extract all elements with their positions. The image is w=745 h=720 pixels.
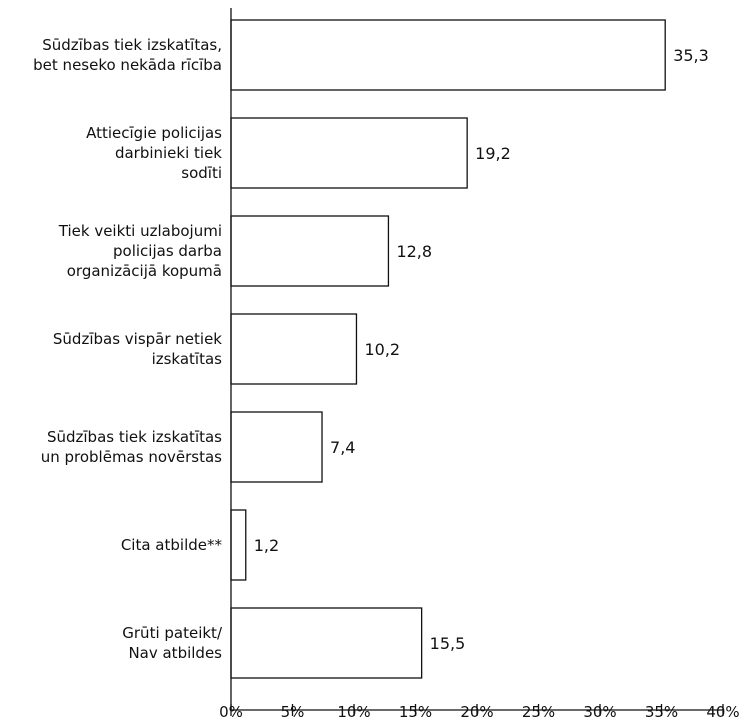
category-label-6: Cita atbilde**	[121, 536, 223, 554]
bar-2	[230, 117, 468, 189]
category-label-3: Tiek veikti uzlabojumi policijas darba org…	[58, 222, 222, 280]
category-labels: Sūdzības tiek izskatītas, bet neseko nekā…	[33, 36, 223, 662]
value-label-4: 10,2	[364, 340, 400, 359]
x-tick-label-10: 10%	[337, 703, 370, 720]
bars-group	[230, 19, 666, 679]
axes-group	[230, 8, 724, 716]
value-labels: 35,3 19,2 12,8 10,2 7,4 1,2 15,5	[254, 46, 709, 653]
bar-3	[230, 215, 390, 287]
bar-7	[230, 607, 423, 679]
x-tick-label-0: 0%	[219, 703, 243, 720]
bar-4	[230, 313, 358, 385]
x-tick-label-5: 5%	[281, 703, 305, 720]
value-label-6: 1,2	[254, 536, 279, 555]
x-tick-label-30: 30%	[583, 703, 616, 720]
category-label-2: Attiecīgie policijas darbinieki tiek sodīt…	[86, 124, 222, 182]
x-tick-label-15: 15%	[399, 703, 432, 720]
x-tick-label-25: 25%	[522, 703, 555, 720]
category-label-7: Grūti pateikt/Nav atbildes	[122, 624, 223, 662]
tick-labels: 0% 5% 10% 15% 20% 25% 30% 35% 40%	[219, 703, 740, 720]
value-label-7: 15,5	[430, 634, 466, 653]
value-label-2: 19,2	[475, 144, 511, 163]
bar-6	[230, 509, 247, 581]
x-tick-label-20: 20%	[460, 703, 493, 720]
value-label-1: 35,3	[673, 46, 709, 65]
category-label-4: Sūdzības vispār netiek izskatītas	[53, 330, 222, 368]
category-label-5: Sūdzības tiek izskatītas un problēmas nov…	[41, 428, 222, 466]
value-label-3: 12,8	[396, 242, 432, 261]
x-tick-label-35: 35%	[645, 703, 678, 720]
x-tick-label-40: 40%	[706, 703, 739, 720]
category-label-1: Sūdzības tiek izskatītas, bet neseko nekā…	[33, 36, 222, 74]
bar-1	[230, 19, 666, 91]
bar-5	[230, 411, 323, 483]
value-label-5: 7,4	[330, 438, 355, 457]
